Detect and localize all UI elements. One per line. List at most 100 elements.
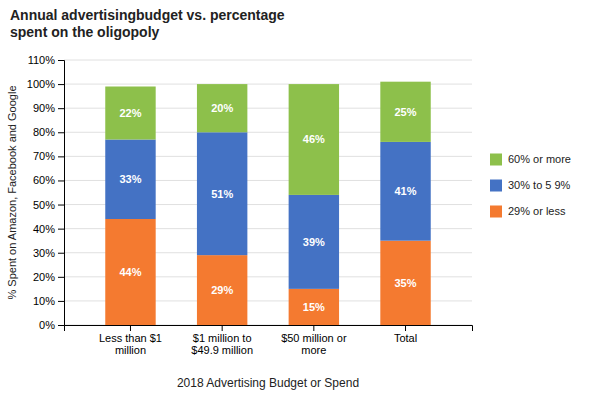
series xyxy=(105,132,430,289)
legend-label: 29% or less xyxy=(508,205,566,217)
x-axis-title: 2018 Advertising Budget or Spend xyxy=(177,376,359,390)
tick: 90% xyxy=(33,102,64,114)
tick-mark xyxy=(313,325,314,331)
tick-mark xyxy=(58,253,64,254)
data-label: 20% xyxy=(211,102,233,114)
x-axis: Less than $1million $1 million to$49.9 mi… xyxy=(65,325,473,356)
bar-segment xyxy=(197,255,247,325)
bar-segment xyxy=(380,241,430,325)
bar-segment xyxy=(105,87,155,140)
bar-segment xyxy=(197,132,247,255)
text-line: $49.9 million xyxy=(191,344,253,356)
legend-item: 30% to 5 9% xyxy=(490,179,571,191)
tick-label: 40% xyxy=(33,223,55,235)
legend-swatch xyxy=(490,206,502,218)
tick-label: $50 million ormore xyxy=(281,332,347,357)
tick-mark xyxy=(222,325,223,331)
series xyxy=(105,82,430,195)
chart-title: Annual advertisingbudget vs. percentages… xyxy=(10,7,285,40)
tick: $50 million ormore xyxy=(281,325,347,356)
tick-label: 50% xyxy=(33,199,55,211)
tick: 30% xyxy=(33,247,64,259)
tick: 50% xyxy=(33,199,64,211)
text-line: Annual advertisingbudget vs. percentage xyxy=(10,7,285,23)
plot-area: 0% 10% 20% 30% 40% 50% 60% 70% 80% 90% 100% 110% Les… xyxy=(27,54,473,356)
y-axis: 0% 10% 20% 30% 40% 50% 60% 70% 80% 90% 100% 110% xyxy=(27,54,65,331)
bar-segment xyxy=(289,289,339,325)
tick-mark xyxy=(405,325,406,331)
tick-mark xyxy=(58,229,64,230)
bar-segment xyxy=(380,142,430,241)
legend: 60% or more 30% to 5 9% 29% or less xyxy=(490,153,571,217)
tick-mark xyxy=(58,180,64,181)
text-line: million xyxy=(115,344,146,356)
data-label: 44% xyxy=(119,266,141,278)
data-labels: 44%29%15%35%33%51%39%41%22%20%46%25% xyxy=(119,102,416,313)
data-label: 22% xyxy=(119,107,141,119)
bar-segment xyxy=(105,219,155,325)
tick-label: 80% xyxy=(33,126,55,138)
tick-mark xyxy=(58,60,64,61)
legend-swatch xyxy=(490,180,502,192)
tick-label: $1 million to$49.9 million xyxy=(191,332,253,357)
tick-label: Less than $1million xyxy=(99,332,162,357)
tick-mark xyxy=(58,132,64,133)
legend-label: 60% or more xyxy=(508,153,571,165)
data-label: 29% xyxy=(211,284,233,296)
text-line: Total xyxy=(394,332,417,344)
tick-label: 90% xyxy=(33,102,55,114)
tick-mark xyxy=(58,156,64,157)
tick-label: 70% xyxy=(33,150,55,162)
tick-label: Total xyxy=(394,332,417,344)
data-label: 33% xyxy=(119,173,141,185)
tick-label: 10% xyxy=(33,295,55,307)
tick: 70% xyxy=(33,150,64,162)
axis-line xyxy=(58,61,65,326)
tick: 60% xyxy=(33,174,64,186)
tick: 0% xyxy=(39,319,64,331)
tick-mark xyxy=(58,108,64,109)
bar-segment xyxy=(289,195,339,289)
tick-label: 0% xyxy=(39,319,55,331)
legend-label: 30% to 5 9% xyxy=(508,179,571,191)
data-label: 25% xyxy=(395,106,417,118)
tick: 110% xyxy=(28,54,64,66)
data-label: 46% xyxy=(303,133,325,145)
tick-label: 30% xyxy=(33,247,55,259)
bars xyxy=(105,82,430,325)
chart-svg: Annual advertisingbudget vs. percentages… xyxy=(0,0,600,397)
grid xyxy=(64,60,472,325)
tick: 20% xyxy=(33,271,64,283)
tick-label: 20% xyxy=(33,271,55,283)
tick-label: 60% xyxy=(33,174,55,186)
bar-segment xyxy=(197,84,247,132)
bar-segment xyxy=(105,140,155,220)
tick: 40% xyxy=(33,223,64,235)
legend-item: 60% or more xyxy=(490,153,571,165)
y-axis-title: % Spent on Amazon, Facebook and Google xyxy=(6,85,18,299)
data-label: 15% xyxy=(303,301,325,313)
text-line: $1 million to xyxy=(193,332,252,344)
tick: 100% xyxy=(27,78,64,90)
bar-segment xyxy=(289,84,339,195)
bar-segment xyxy=(380,82,430,142)
tick: Less than $1million xyxy=(99,325,162,356)
axis-line xyxy=(65,326,473,332)
tick-label: 110% xyxy=(28,54,56,66)
tick-mark xyxy=(58,301,64,302)
text-line: $50 million or xyxy=(281,332,347,344)
data-label: 51% xyxy=(211,188,233,200)
grid-line xyxy=(64,60,472,61)
data-label: 39% xyxy=(303,236,325,248)
text-line: more xyxy=(301,344,326,356)
text-line: spent on the oligopoly xyxy=(10,24,160,40)
tick-mark xyxy=(58,277,64,278)
tick: Total xyxy=(394,325,417,344)
legend-item: 29% or less xyxy=(490,205,566,217)
text-line: Less than $1 xyxy=(99,332,162,344)
tick: $1 million to$49.9 million xyxy=(191,325,253,356)
chart-container: Annual advertisingbudget vs. percentages… xyxy=(0,0,600,397)
tick: 80% xyxy=(33,126,64,138)
tick-mark xyxy=(58,325,64,326)
data-label: 35% xyxy=(395,277,417,289)
